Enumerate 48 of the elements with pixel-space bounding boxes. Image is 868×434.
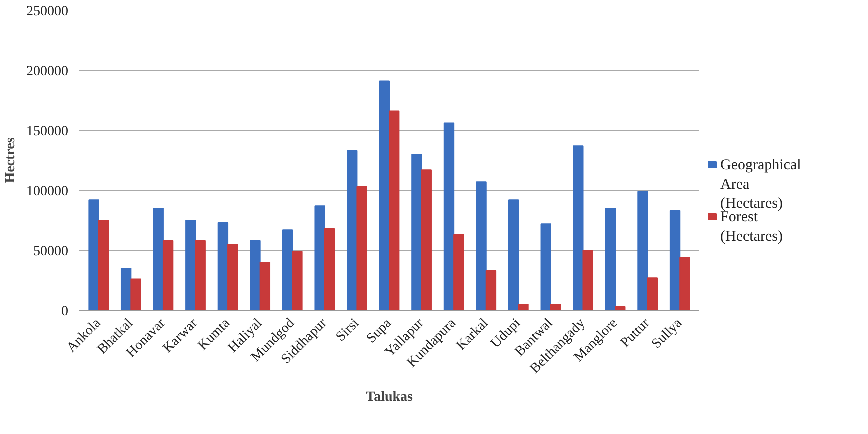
bar <box>120 268 132 310</box>
bar <box>186 220 196 310</box>
bar <box>228 244 238 310</box>
bar <box>444 122 455 310</box>
y-tick-label: 0 <box>62 304 68 320</box>
bar <box>670 210 681 310</box>
bar <box>638 191 648 310</box>
bar <box>540 224 552 310</box>
bar <box>314 206 326 310</box>
bar <box>454 234 464 310</box>
y-tick-label: 200000 <box>26 64 68 80</box>
bar <box>324 228 336 310</box>
bar <box>218 222 229 310</box>
bar <box>476 182 487 310</box>
bar <box>508 200 520 310</box>
bar <box>356 186 368 310</box>
y-axis-title: Hectres <box>4 137 18 184</box>
bar <box>412 154 422 310</box>
bar <box>282 230 294 310</box>
bar <box>260 262 271 310</box>
bar <box>292 251 303 310</box>
y-tick-label: 100000 <box>26 184 68 200</box>
bar <box>573 146 584 310</box>
bar <box>486 270 497 310</box>
bar <box>550 304 562 310</box>
bar <box>379 80 390 310</box>
x-tick-label: Sirsi <box>334 316 363 345</box>
y-tick-label: 250000 <box>26 4 68 20</box>
bar <box>680 257 690 310</box>
bar <box>130 278 142 310</box>
bar <box>88 200 100 310</box>
y-tick-label: 50000 <box>34 244 68 260</box>
legend-label: Geographical Area (Hectares) <box>720 158 802 212</box>
bar <box>195 240 206 310</box>
bar <box>250 240 261 310</box>
bar <box>582 250 594 310</box>
y-tick-label: 150000 <box>26 124 68 140</box>
bar <box>389 110 400 310</box>
bar <box>518 304 529 310</box>
bar <box>647 278 658 310</box>
bar <box>98 220 110 310</box>
x-axis-title: Talukas <box>366 390 414 406</box>
bar <box>162 240 174 310</box>
bar <box>347 150 358 310</box>
bar <box>605 208 616 310</box>
bar <box>421 170 432 310</box>
legend-label: Forest (Hectares) <box>720 210 783 245</box>
bar <box>153 208 164 310</box>
